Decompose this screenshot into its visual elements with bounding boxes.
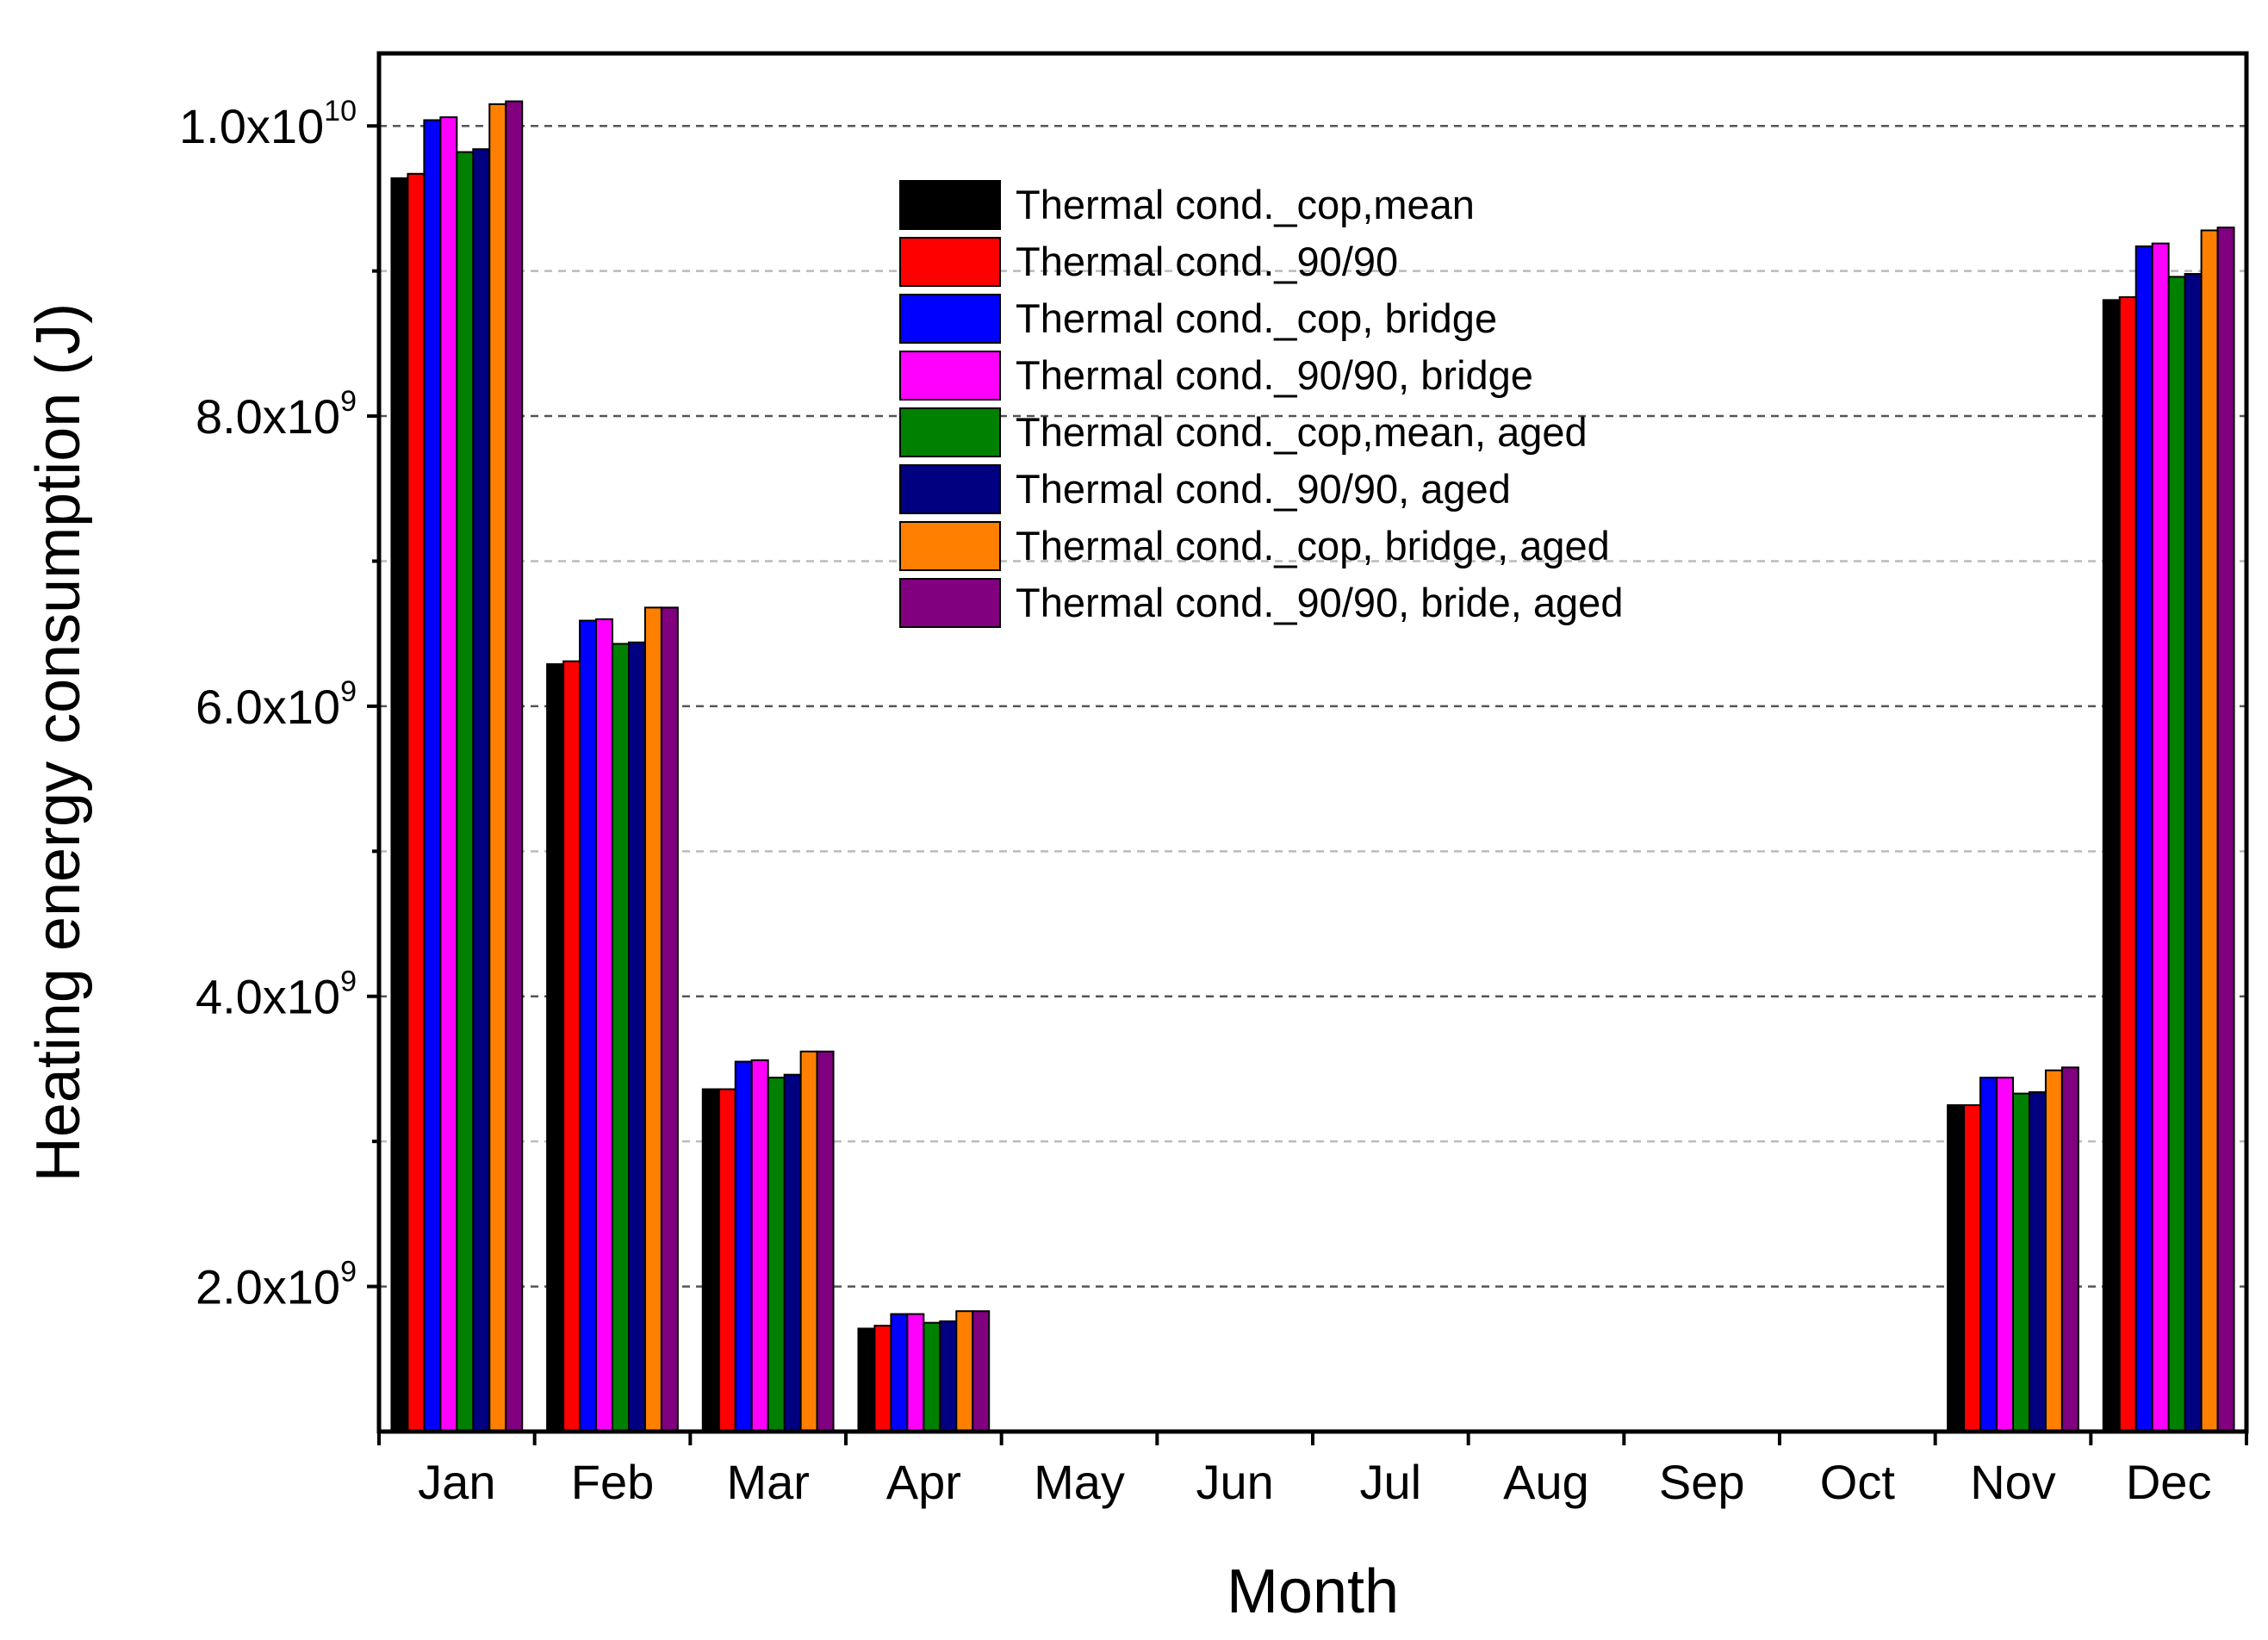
legend-swatch bbox=[899, 351, 1001, 401]
bar bbox=[734, 1060, 753, 1433]
y-tick-mantissa: 8.0x10 bbox=[196, 389, 340, 444]
x-tick-label: Jul bbox=[1360, 1455, 1422, 1509]
legend-label: Thermal cond._cop, bridge bbox=[1016, 295, 1497, 341]
x-tick-label: Nov bbox=[1970, 1455, 2056, 1509]
bar bbox=[955, 1310, 974, 1433]
bar bbox=[890, 1313, 909, 1433]
x-tick-label: Mar bbox=[726, 1455, 809, 1509]
y-tick-label: 1.0x1010 bbox=[179, 95, 357, 153]
bar bbox=[546, 663, 565, 1432]
bar bbox=[2151, 242, 2170, 1432]
bar bbox=[643, 606, 662, 1432]
x-tick-label: Jan bbox=[418, 1455, 495, 1509]
legend-label: Thermal cond._cop,mean bbox=[1016, 182, 1475, 227]
bar bbox=[456, 151, 475, 1432]
legend-label: Thermal cond._90/90 bbox=[1016, 239, 1398, 284]
y-tick-exponent: 9 bbox=[340, 1256, 357, 1289]
y-tick-mantissa: 2.0x10 bbox=[196, 1260, 340, 1314]
y-tick-label: 8.0x109 bbox=[196, 385, 357, 444]
y-axis-title: Heating energy consumption (J) bbox=[24, 303, 93, 1183]
legend-swatch bbox=[899, 578, 1001, 628]
bar bbox=[783, 1073, 802, 1432]
bar bbox=[390, 177, 409, 1432]
bar bbox=[2134, 245, 2153, 1432]
x-tick-label: Sep bbox=[1659, 1455, 1745, 1509]
bar bbox=[595, 618, 614, 1432]
legend-swatch bbox=[899, 464, 1001, 514]
bar bbox=[562, 660, 581, 1432]
bar bbox=[2044, 1069, 2063, 1432]
bar bbox=[439, 116, 458, 1433]
bar bbox=[718, 1088, 736, 1433]
legend-label: Thermal cond._cop, bridge, aged bbox=[1016, 523, 1610, 568]
x-tick-label: May bbox=[1034, 1455, 1125, 1509]
bar bbox=[472, 148, 491, 1433]
bar bbox=[2028, 1090, 2047, 1433]
x-axis-title: Month bbox=[1227, 1557, 1399, 1626]
legend-label: Thermal cond._cop,mean, aged bbox=[1016, 409, 1588, 455]
legend-swatch bbox=[899, 521, 1001, 571]
y-tick-label: 6.0x109 bbox=[196, 675, 357, 734]
y-tick-mantissa: 4.0x10 bbox=[196, 970, 340, 1024]
bar bbox=[2118, 295, 2137, 1432]
legend-swatch bbox=[899, 294, 1001, 344]
y-tick-exponent: 9 bbox=[340, 675, 357, 708]
bar bbox=[767, 1077, 786, 1432]
x-tick-label: Apr bbox=[886, 1455, 961, 1509]
y-tick-exponent: 9 bbox=[340, 966, 357, 998]
bar bbox=[816, 1050, 835, 1432]
legend-swatch bbox=[899, 407, 1001, 457]
y-tick-exponent: 9 bbox=[340, 385, 357, 418]
bar bbox=[488, 102, 507, 1432]
legend-label: Thermal cond._90/90, aged bbox=[1016, 466, 1511, 512]
bar bbox=[939, 1320, 958, 1432]
legend-label: Thermal cond._90/90, bride, aged bbox=[1016, 580, 1623, 625]
y-tick-mantissa: 6.0x10 bbox=[196, 680, 340, 734]
bar bbox=[873, 1325, 892, 1432]
x-tick-label: Feb bbox=[571, 1455, 655, 1509]
bar bbox=[2102, 299, 2121, 1432]
bar bbox=[750, 1059, 769, 1433]
bar bbox=[505, 100, 524, 1432]
bar bbox=[627, 641, 646, 1432]
bar bbox=[2200, 229, 2219, 1433]
bar bbox=[423, 119, 442, 1433]
bar bbox=[407, 172, 426, 1433]
x-tick-label: Jun bbox=[1196, 1455, 1274, 1509]
legend-swatch bbox=[899, 237, 1001, 287]
bar bbox=[660, 606, 679, 1432]
bar bbox=[1963, 1104, 1982, 1432]
y-tick-mantissa: 1.0x10 bbox=[179, 99, 324, 153]
x-tick-label: Dec bbox=[2126, 1455, 2212, 1509]
bar bbox=[972, 1310, 991, 1433]
bar bbox=[2012, 1092, 2030, 1433]
bar bbox=[2184, 273, 2203, 1432]
bar bbox=[2167, 276, 2186, 1432]
legend-label: Thermal cond._90/90, bridge bbox=[1016, 352, 1533, 398]
bar bbox=[1947, 1104, 1966, 1432]
y-tick-label: 4.0x109 bbox=[196, 966, 357, 1024]
x-tick-label: Aug bbox=[1503, 1455, 1589, 1509]
bar bbox=[701, 1088, 720, 1433]
x-tick-label: Oct bbox=[1820, 1455, 1896, 1509]
bar bbox=[1996, 1077, 2015, 1432]
y-tick-exponent: 10 bbox=[324, 95, 357, 127]
bar bbox=[612, 643, 630, 1432]
bar bbox=[906, 1313, 925, 1433]
bar bbox=[1979, 1077, 1998, 1432]
legend-swatch bbox=[899, 180, 1001, 230]
legend: Thermal cond._cop,mean Thermal cond._90/9… bbox=[899, 180, 1623, 628]
bar bbox=[579, 619, 598, 1432]
bar bbox=[2060, 1066, 2079, 1433]
y-tick-label: 2.0x109 bbox=[196, 1256, 357, 1314]
bar bbox=[923, 1321, 941, 1432]
bar bbox=[2216, 227, 2235, 1433]
bar bbox=[799, 1050, 818, 1432]
bar bbox=[857, 1327, 876, 1432]
